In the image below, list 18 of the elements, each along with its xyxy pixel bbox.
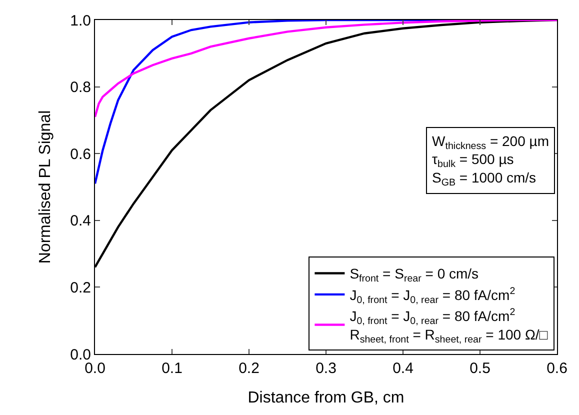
x-tick-label: 0.2	[238, 360, 260, 377]
y-tick-label: 1.0	[70, 12, 91, 30]
line-series	[95, 20, 557, 118]
y-tick-label: 0.6	[70, 146, 91, 163]
text: W$_{thickness}$ = 200 µm τ$_{bulk}$ = 500 µs S$_{GB}$ = 1000 cm/s	[432, 133, 549, 188]
y-tick-label: 0.8	[70, 79, 91, 96]
x-axis-title: Distance from GB, cm	[248, 390, 404, 407]
legend-label: S$_{front}$ = S$_{rear}$ = 0 cm/s	[350, 266, 479, 285]
x-tick-label: 0.6	[546, 360, 568, 377]
x-tick-label: 0.4	[392, 360, 414, 377]
y-tick-label: 0.2	[70, 279, 91, 296]
y-axis-title: Normalised PL Signal	[37, 110, 54, 264]
legend-label: J$_{0, front}$ = J$_{0, rear}$ = 80 fA/cm$^{2}$	[350, 286, 516, 306]
y-tick-label: 0.4	[70, 212, 91, 230]
x-tick-label: 0.1	[162, 360, 182, 377]
text: J$_{0, front}$ = J$_{0, rear}$ = 80 fA/cm$^{2}$ R$_{sheet, front}$ = R$_{sheet, rear}$ = 100 Ω/□	[350, 307, 548, 346]
x-tick-label: 0.3	[316, 360, 336, 377]
x-tick-label: 0.5	[470, 360, 490, 377]
